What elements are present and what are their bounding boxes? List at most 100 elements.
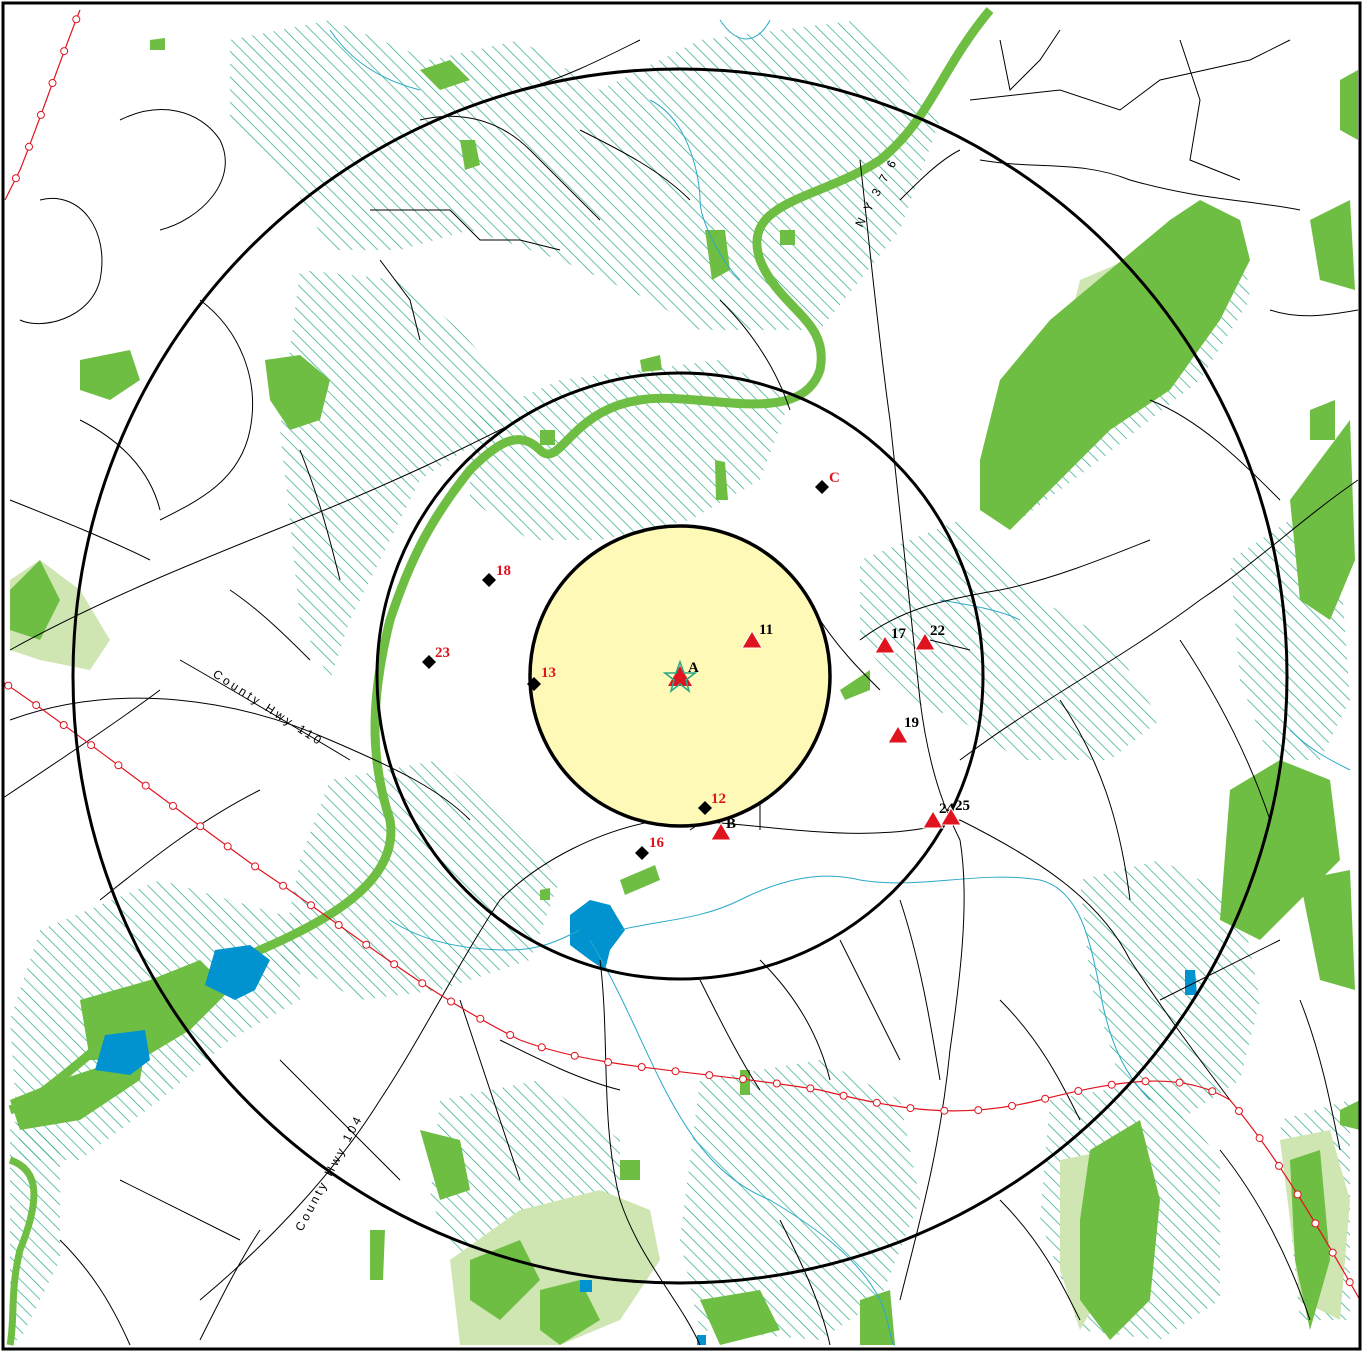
railroad-station-marker xyxy=(72,15,81,24)
railroad-station-marker xyxy=(418,979,427,988)
black-diamond-icon xyxy=(815,480,829,494)
railroad-station-marker xyxy=(362,940,371,949)
site-label: 12 xyxy=(711,791,726,807)
black-diamond-icon xyxy=(527,677,541,691)
railroad-station-marker xyxy=(739,1075,747,1084)
railroad-station-marker xyxy=(1311,1219,1320,1228)
site-label: 19 xyxy=(904,715,919,731)
site-label: 13 xyxy=(541,665,556,681)
railroad-station-marker xyxy=(11,174,20,183)
site-25[interactable]: 25 xyxy=(940,798,970,826)
site-13[interactable]: 13 xyxy=(527,665,556,691)
railroad-station-marker xyxy=(940,1106,949,1115)
black-diamond-icon xyxy=(422,655,436,669)
site-label: 22 xyxy=(930,623,945,639)
railroad-station-marker xyxy=(872,1098,881,1107)
railroad-station-marker xyxy=(772,1079,781,1088)
railroad-station-marker xyxy=(1235,1107,1243,1115)
railroad-station-marker xyxy=(1141,1077,1150,1086)
red-triangle-icon xyxy=(710,822,732,841)
railroad-station-marker xyxy=(537,1043,546,1052)
railroad-line-nw xyxy=(4,9,81,201)
railroad-station-marker xyxy=(1328,1248,1337,1257)
site-a-marker[interactable]: A xyxy=(662,659,699,694)
outer-ring xyxy=(71,67,1289,1285)
black-diamond-icon xyxy=(482,573,496,587)
star-icon xyxy=(662,659,698,694)
railroad-station-marker xyxy=(1208,1087,1217,1096)
railroad-station-marker xyxy=(1275,1161,1283,1170)
railroad-station-marker xyxy=(141,781,150,790)
railroad-station-marker xyxy=(604,1058,613,1067)
railroad-station-marker xyxy=(476,1014,485,1023)
red-triangle-icon xyxy=(741,630,763,649)
railroad-station-marker xyxy=(1041,1094,1050,1103)
inner-ring xyxy=(375,371,985,981)
railroad-station-marker xyxy=(1175,1078,1184,1087)
site-19[interactable]: 19 xyxy=(887,715,919,744)
red-triangle-icon xyxy=(914,632,936,651)
railroad-station-marker xyxy=(1345,1278,1354,1287)
railroad-station-marker xyxy=(196,822,205,831)
forested-areas xyxy=(10,38,1360,1345)
site-label: C xyxy=(829,470,840,486)
railroad-stations xyxy=(4,15,1354,1287)
site-c[interactable]: C xyxy=(815,470,840,494)
site-b[interactable]: B xyxy=(710,816,736,841)
railroad-station-marker xyxy=(906,1104,915,1113)
site-label: 17 xyxy=(891,626,907,642)
railroad-station-marker xyxy=(4,681,13,690)
railroad-station-marker xyxy=(25,142,33,151)
railroad-station-marker xyxy=(506,1031,515,1039)
black-diamond-icon xyxy=(698,801,712,815)
railroad-station-marker xyxy=(705,1071,714,1080)
railroad-station-marker xyxy=(1293,1190,1302,1199)
railroad-station-marker xyxy=(1255,1134,1264,1143)
site-16[interactable]: 16 xyxy=(635,835,665,860)
railroad-station-marker xyxy=(806,1084,815,1093)
railroad-station-marker xyxy=(169,801,177,810)
railroad-station-marker xyxy=(974,1106,983,1115)
railroad-station-marker xyxy=(307,901,315,910)
railroad-station-marker xyxy=(59,721,68,729)
river-corridor xyxy=(8,7,994,1115)
black-diamond-icon xyxy=(635,846,649,860)
site-17[interactable]: 17 xyxy=(874,626,907,654)
railroad-station-marker xyxy=(32,701,41,710)
railroad-station-marker xyxy=(839,1091,848,1100)
site-11[interactable]: 11 xyxy=(741,622,773,649)
railroad-station-marker xyxy=(1008,1101,1016,1110)
site-23[interactable]: 23 xyxy=(422,645,450,669)
red-triangle-icon xyxy=(874,635,896,654)
railroad-station-marker xyxy=(48,79,57,87)
railroad-station-marker xyxy=(87,741,96,750)
site-label: 23 xyxy=(435,645,450,661)
railroad-station-marker xyxy=(334,921,343,929)
railroad-station-marker xyxy=(390,960,399,969)
red-triangle-icon xyxy=(887,725,909,744)
streams xyxy=(329,19,1351,1346)
railroad-station-marker xyxy=(637,1063,646,1071)
site-label: 25 xyxy=(955,798,970,814)
red-triangle-icon xyxy=(922,810,944,829)
site-label: 18 xyxy=(496,563,511,579)
railroad-station-marker xyxy=(223,842,232,851)
railroad-station-marker xyxy=(1107,1080,1116,1089)
site-12[interactable]: 12 xyxy=(698,791,726,815)
railroad-station-marker xyxy=(1074,1087,1083,1095)
site-18[interactable]: 18 xyxy=(482,563,511,587)
highway-label-hwy110: County Hwy 110 xyxy=(210,667,326,749)
red-triangle-icon xyxy=(940,807,962,826)
road-network xyxy=(4,29,1359,1346)
site-a-label: A xyxy=(688,660,699,676)
site-22[interactable]: 22 xyxy=(914,623,945,651)
railroad-station-marker xyxy=(570,1051,579,1060)
railroad-station-marker xyxy=(251,862,260,871)
water-bodies xyxy=(95,900,1197,1345)
railroad-station-marker xyxy=(279,881,288,890)
site-label: 16 xyxy=(649,835,665,851)
site-label: 11 xyxy=(759,622,773,638)
railroad-station-marker xyxy=(447,997,455,1006)
